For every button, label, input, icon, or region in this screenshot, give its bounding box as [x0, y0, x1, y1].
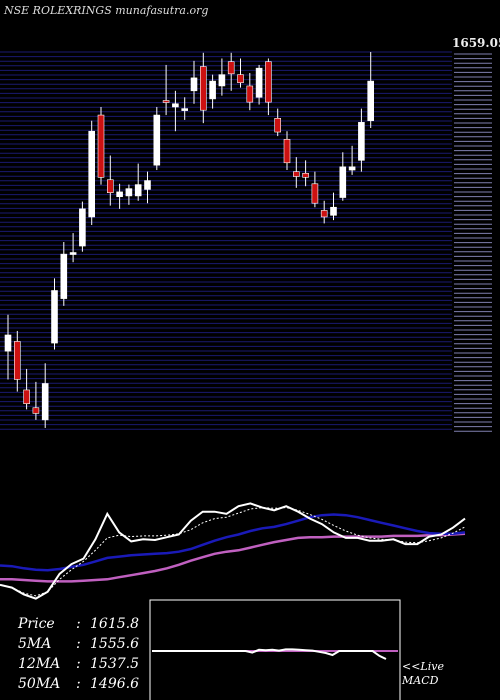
oscillator-slow-line: [0, 507, 466, 597]
candle-up: [181, 108, 188, 111]
candle-up: [358, 122, 365, 161]
candle-up: [69, 252, 77, 255]
candle-down: [227, 61, 235, 75]
macd-label: MACD: [402, 674, 439, 687]
candle-down: [265, 61, 272, 103]
macd-line: [152, 648, 387, 660]
candle-down: [97, 114, 105, 178]
ma50-colon: :: [76, 676, 81, 692]
candle-up: [367, 80, 375, 122]
oscillator-panel: [0, 502, 466, 600]
candle-down: [237, 74, 244, 84]
candle-up: [60, 253, 68, 299]
top-price-label: 1659.05: [452, 36, 500, 50]
candle-up: [116, 191, 123, 198]
chart-title: NSE ROLEXRINGS munafasutra.org: [4, 4, 209, 17]
price-value: 1615.8: [90, 616, 139, 632]
candle-up: [144, 180, 151, 190]
candle-down: [283, 139, 291, 164]
candle-down: [292, 171, 300, 177]
candle-down: [274, 117, 282, 133]
candle-up: [125, 188, 133, 197]
candle-down: [320, 210, 328, 218]
price-row: Price : 1615.8: [18, 614, 139, 634]
candle-down: [200, 66, 207, 111]
candlestick-series: [4, 52, 375, 428]
price-colon: :: [76, 616, 81, 632]
indicator-readout: Price : 1615.8 5MA : 1555.6 12MA : 1537.…: [18, 614, 139, 694]
candle-up: [88, 130, 95, 218]
candle-up: [51, 290, 58, 344]
candle-down: [107, 179, 114, 193]
ma12-colon: :: [76, 656, 81, 672]
candle-down: [23, 389, 30, 405]
candle-down: [14, 341, 21, 380]
candle-down: [246, 85, 254, 103]
price-label: Price: [18, 616, 55, 632]
ma12-label: 12MA: [18, 656, 61, 672]
macd-legend: <<Live MACD: [402, 660, 444, 688]
ma12-value: 1537.5: [90, 656, 139, 672]
oscillator-fast-line: [0, 502, 466, 600]
candle-down: [302, 172, 309, 178]
ma5-colon: :: [76, 636, 81, 652]
candle-up: [4, 334, 12, 352]
candle-up: [330, 206, 337, 216]
ma12-row: 12MA : 1537.5: [18, 654, 139, 674]
ma50-label: 50MA: [18, 676, 61, 692]
oscillator-violet-line: [0, 532, 466, 583]
candle-up: [255, 67, 263, 98]
ma50-value: 1496.6: [90, 676, 139, 692]
oscillator-blue-line: [0, 513, 466, 572]
macd-panel-frame: [149, 599, 401, 700]
candle-up: [79, 208, 86, 247]
candle-down: [32, 407, 40, 414]
ma5-value: 1555.6: [90, 636, 139, 652]
candle-down: [162, 100, 170, 103]
ma5-label: 5MA: [18, 636, 52, 652]
candle-up: [172, 103, 179, 108]
candle-up: [348, 166, 356, 171]
candle-up: [218, 74, 226, 87]
candle-up: [339, 166, 347, 198]
candle-down: [311, 183, 319, 204]
ma50-row: 50MA : 1496.6: [18, 674, 139, 694]
price-axis-ticks: [454, 53, 492, 432]
ma5-row: 5MA : 1555.6: [18, 634, 139, 654]
candle-up: [153, 114, 161, 166]
candle-up: [190, 77, 198, 92]
macd-panel: [152, 648, 398, 660]
live-label: <<Live: [402, 660, 444, 673]
candle-up: [134, 184, 142, 197]
price-gridlines: [0, 51, 452, 430]
candle-up: [209, 80, 216, 100]
candle-up: [41, 383, 49, 421]
